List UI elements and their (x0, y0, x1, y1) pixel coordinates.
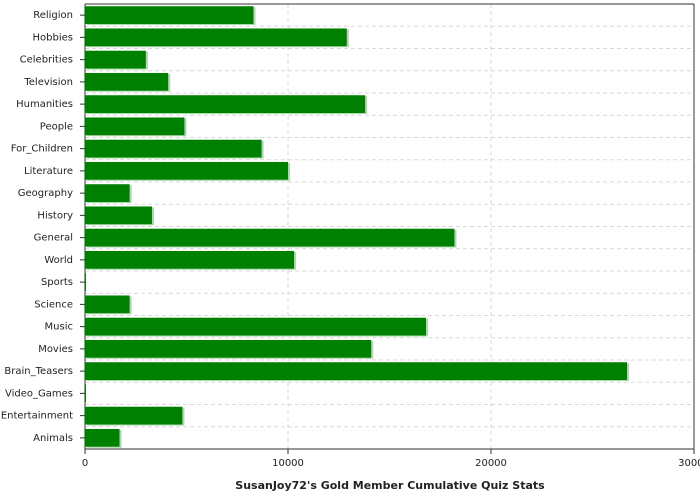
bar (85, 117, 185, 136)
bar (85, 384, 87, 403)
y-tick-label: History (37, 210, 73, 221)
bar (85, 295, 130, 314)
y-tick-label: Entertainment (1, 411, 73, 422)
bar (85, 273, 87, 292)
y-tick-label: Humanities (16, 99, 73, 110)
bar (85, 339, 372, 358)
y-tick-label: Animals (33, 433, 73, 444)
x-tick-label: 0 (82, 458, 88, 469)
bar (85, 95, 366, 114)
y-tick-label: Television (23, 77, 73, 88)
bar (85, 317, 427, 336)
y-tick-label: Geography (18, 188, 73, 199)
y-tick-label: Video_Games (5, 388, 73, 399)
bar (85, 362, 628, 381)
x-tick-label: 20000 (475, 458, 507, 469)
bar (85, 6, 254, 25)
y-tick-label: For_Children (11, 144, 73, 155)
chart-title: SusanJoy72's Gold Member Cumulative Quiz… (235, 479, 545, 492)
bar (85, 406, 183, 425)
y-tick-label: Brain_Teasers (4, 366, 73, 377)
y-tick-label: Hobbies (33, 32, 73, 43)
x-tick-label: 10000 (272, 458, 304, 469)
x-tick-label: 30000 (678, 458, 700, 469)
bar (85, 50, 146, 69)
y-tick-label: Music (45, 322, 73, 333)
bar (85, 250, 295, 269)
bar (85, 139, 262, 158)
bar (85, 72, 169, 91)
bar (85, 428, 120, 447)
y-tick-label: Sports (41, 277, 73, 288)
bar (85, 184, 130, 203)
y-tick-label: World (44, 255, 73, 266)
y-tick-label: People (40, 121, 73, 132)
y-tick-label: Religion (33, 10, 73, 21)
y-tick-label: Movies (38, 344, 73, 355)
y-tick-label: General (34, 233, 73, 244)
bar (85, 228, 455, 247)
y-tick-label: Science (34, 299, 73, 310)
bar (85, 161, 288, 180)
bar (85, 206, 152, 225)
bar (85, 28, 347, 47)
y-tick-label: Literature (24, 166, 73, 177)
y-tick-label: Celebrities (20, 55, 73, 66)
